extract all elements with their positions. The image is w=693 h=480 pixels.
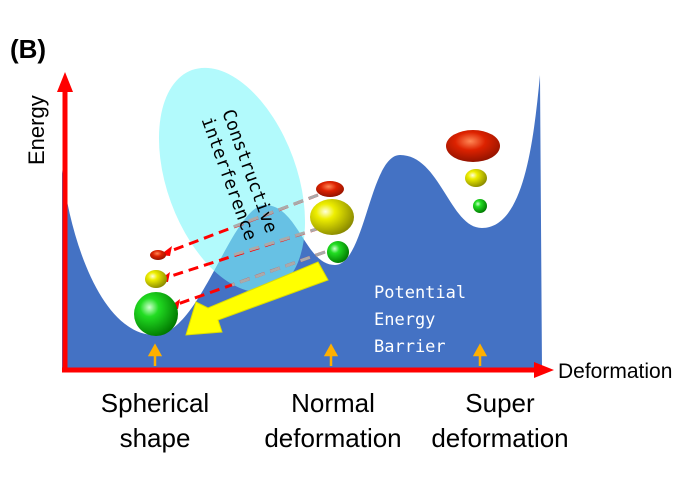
category-normal-line2: deformation xyxy=(264,423,401,453)
y-axis-arrowhead xyxy=(57,72,73,92)
constructive-interference-ellipse xyxy=(158,67,306,293)
x-axis-label: Deformation xyxy=(558,360,672,383)
barrier-line-1: Potential xyxy=(374,283,466,303)
category-labels: Spherical shape Normal deformation Super… xyxy=(101,388,569,453)
potential-energy-curve xyxy=(62,75,542,370)
category-super-line2: deformation xyxy=(431,423,568,453)
normal-orbitals xyxy=(310,181,354,263)
category-super-line1: Super xyxy=(465,388,535,418)
barrier-line-2: Energy xyxy=(374,310,435,330)
category-spherical-line2: shape xyxy=(120,423,191,453)
decay-arrow xyxy=(185,261,329,336)
category-markers xyxy=(147,343,488,366)
x-axis-arrowhead xyxy=(534,362,554,378)
y-axis-label: Energy xyxy=(24,95,49,165)
transition-lines xyxy=(164,193,326,307)
barrier-label: Potential Energy Barrier xyxy=(374,283,466,357)
panel-label: (B) xyxy=(10,34,46,64)
category-spherical-line1: Spherical xyxy=(101,388,209,418)
category-normal-line1: Normal xyxy=(291,388,375,418)
barrier-line-3: Barrier xyxy=(374,337,446,357)
spherical-orbitals xyxy=(134,250,178,336)
super-orbitals xyxy=(446,130,500,213)
